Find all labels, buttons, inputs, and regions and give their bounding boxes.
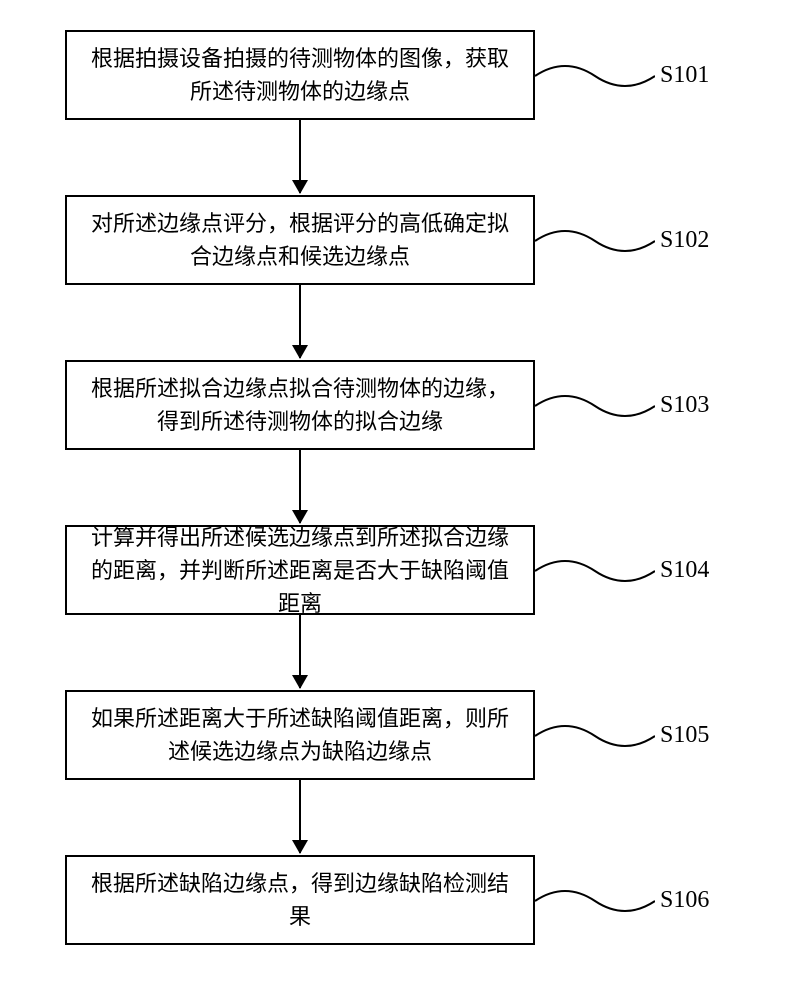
connector-curve: [535, 56, 655, 96]
connector-curve: [535, 551, 655, 591]
flow-box: 根据拍摄设备拍摄的待测物体的图像，获取所述待测物体的边缘点: [65, 30, 535, 120]
step-label: S101: [660, 62, 709, 89]
flow-step: 如果所述距离大于所述缺陷阈值距离，则所述候选边缘点为缺陷边缘点: [65, 690, 535, 780]
flow-step: 根据拍摄设备拍摄的待测物体的图像，获取所述待测物体的边缘点: [65, 30, 535, 120]
connector-curve: [535, 221, 655, 261]
flowchart-container: 根据拍摄设备拍摄的待测物体的图像，获取所述待测物体的边缘点 S101 对所述边缘…: [0, 0, 794, 1000]
step-label-text: S104: [660, 557, 709, 583]
step-label-text: S106: [660, 887, 709, 913]
flow-step: 根据所述拟合边缘点拟合待测物体的边缘，得到所述待测物体的拟合边缘: [65, 360, 535, 450]
flow-box-text: 如果所述距离大于所述缺陷阈值距离，则所述候选边缘点为缺陷边缘点: [87, 702, 513, 768]
flow-box: 计算并得出所述候选边缘点到所述拟合边缘的距离，并判断所述距离是否大于缺陷阈值距离: [65, 525, 535, 615]
connector-curve: [535, 881, 655, 921]
connector-curve: [535, 716, 655, 756]
flow-box: 根据所述缺陷边缘点，得到边缘缺陷检测结果: [65, 855, 535, 945]
connector-curve: [535, 386, 655, 426]
flow-step: 对所述边缘点评分，根据评分的高低确定拟合边缘点和候选边缘点: [65, 195, 535, 285]
step-label-text: S105: [660, 722, 709, 748]
step-label-text: S101: [660, 62, 709, 88]
flow-box-text: 根据所述拟合边缘点拟合待测物体的边缘，得到所述待测物体的拟合边缘: [87, 372, 513, 438]
flow-box: 对所述边缘点评分，根据评分的高低确定拟合边缘点和候选边缘点: [65, 195, 535, 285]
flow-arrow: [299, 780, 301, 853]
flow-arrow: [299, 120, 301, 193]
step-label: S106: [660, 887, 709, 914]
flow-box-text: 计算并得出所述候选边缘点到所述拟合边缘的距离，并判断所述距离是否大于缺陷阈值距离: [87, 521, 513, 620]
flow-step: 根据所述缺陷边缘点，得到边缘缺陷检测结果: [65, 855, 535, 945]
flow-box-text: 根据所述缺陷边缘点，得到边缘缺陷检测结果: [87, 867, 513, 933]
step-label: S105: [660, 722, 709, 749]
step-label-text: S103: [660, 392, 709, 418]
flow-step: 计算并得出所述候选边缘点到所述拟合边缘的距离，并判断所述距离是否大于缺陷阈值距离: [65, 525, 535, 615]
flow-arrow: [299, 285, 301, 358]
flow-box-text: 对所述边缘点评分，根据评分的高低确定拟合边缘点和候选边缘点: [87, 207, 513, 273]
step-label: S103: [660, 392, 709, 419]
flow-arrow: [299, 615, 301, 688]
flow-box: 如果所述距离大于所述缺陷阈值距离，则所述候选边缘点为缺陷边缘点: [65, 690, 535, 780]
step-label: S102: [660, 227, 709, 254]
step-label: S104: [660, 557, 709, 584]
flow-box: 根据所述拟合边缘点拟合待测物体的边缘，得到所述待测物体的拟合边缘: [65, 360, 535, 450]
step-label-text: S102: [660, 227, 709, 253]
flow-box-text: 根据拍摄设备拍摄的待测物体的图像，获取所述待测物体的边缘点: [87, 42, 513, 108]
flow-arrow: [299, 450, 301, 523]
